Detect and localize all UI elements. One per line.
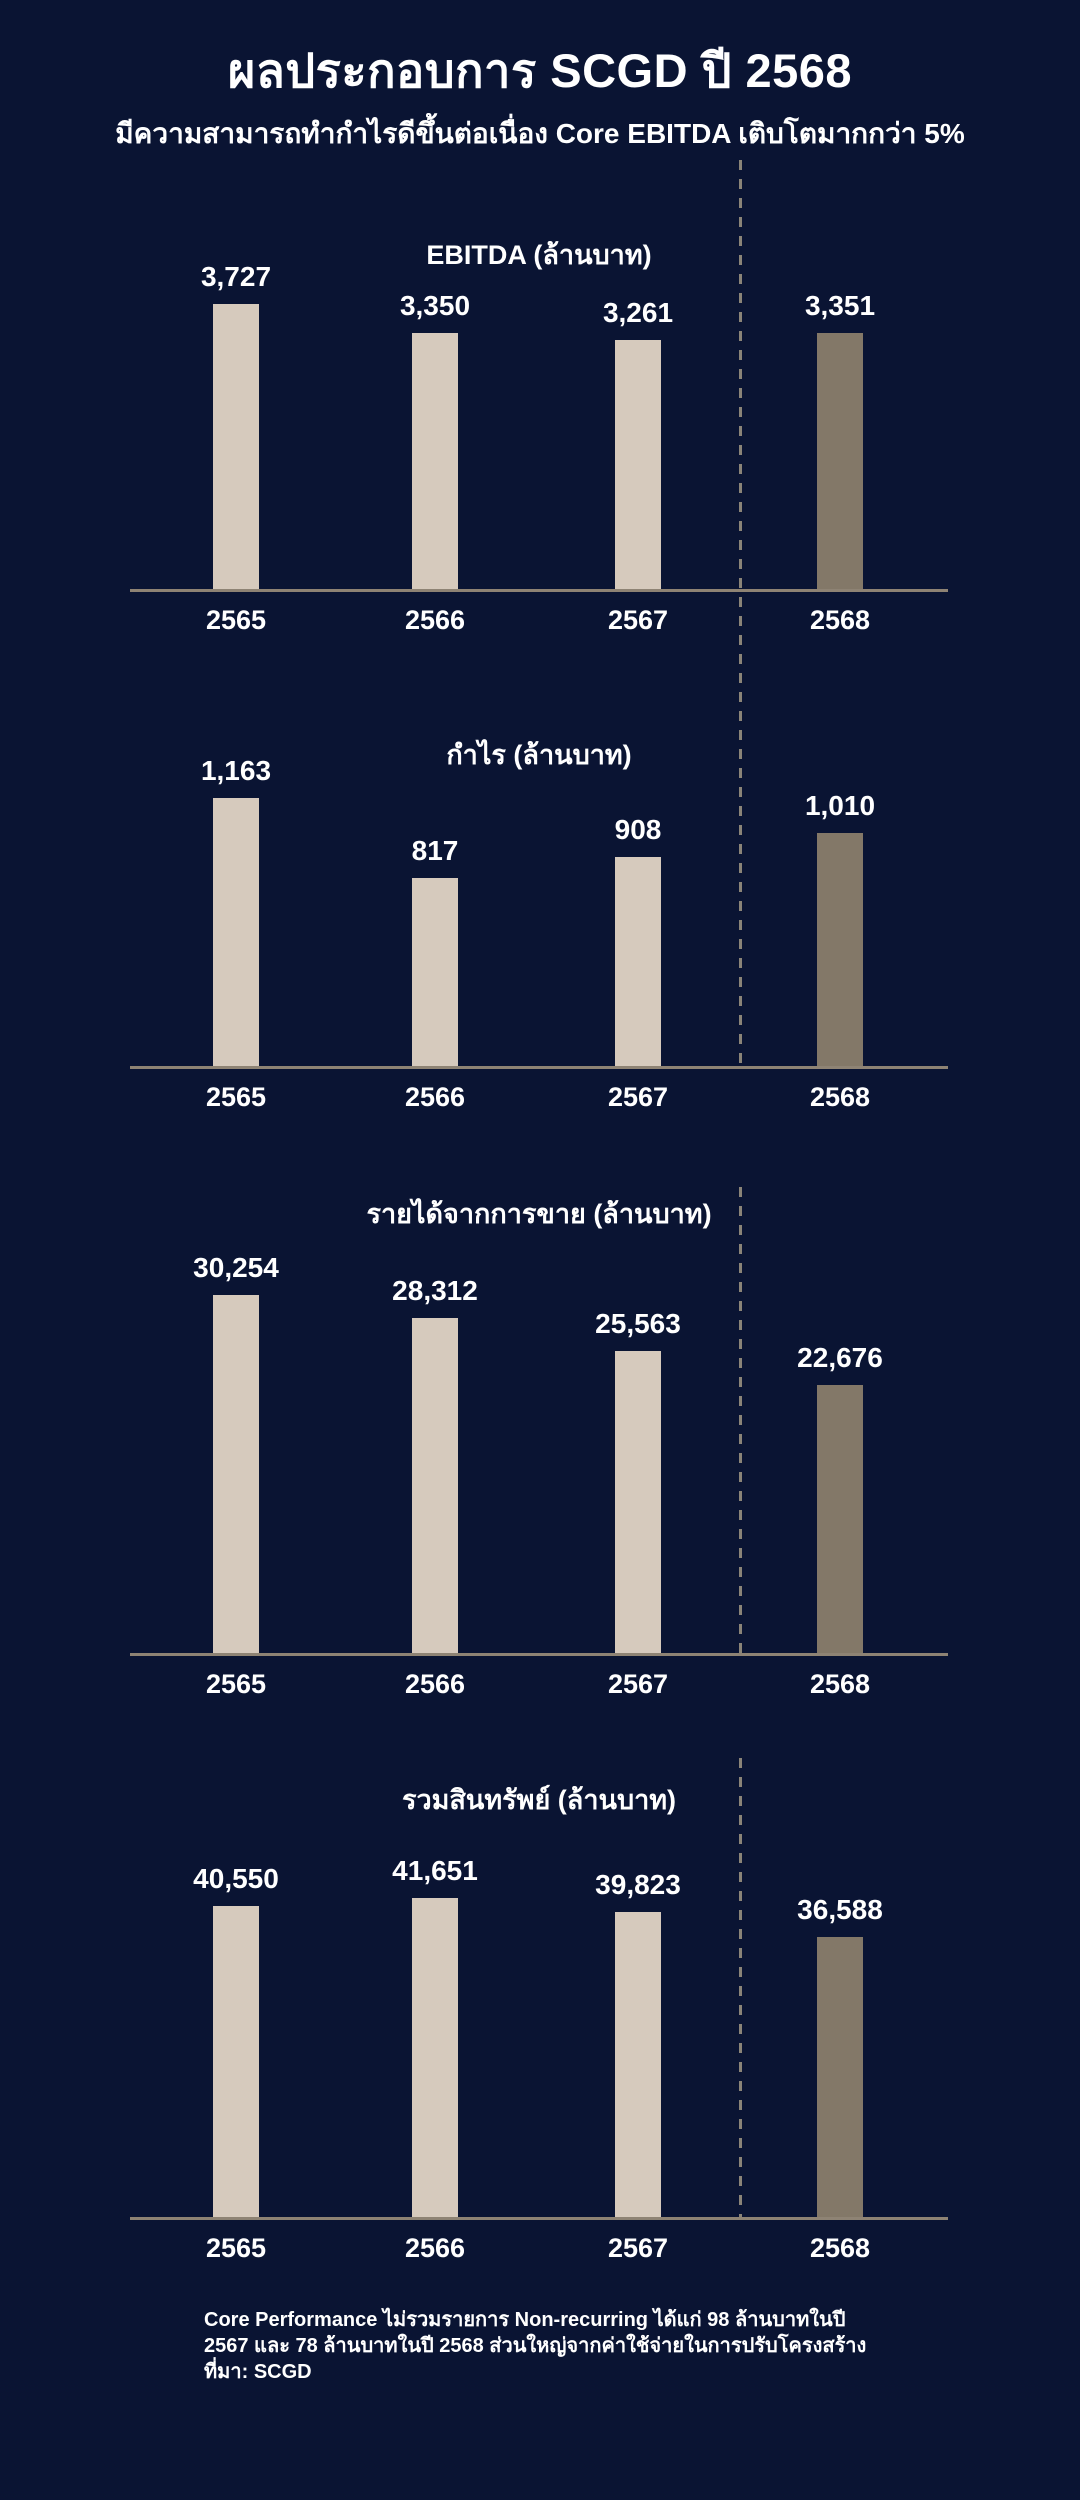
axis-line [130,1066,948,1069]
year-axis-label: 2568 [809,605,871,635]
bar [412,1898,458,2217]
axis-line [130,2217,948,2220]
bar-value-label: 36,588 [797,1894,883,1925]
year-axis-label: 2566 [404,1082,466,1112]
year-axis-label: 2567 [607,1082,669,1112]
bar [615,340,661,589]
year-axis-label: 2568 [809,1669,871,1699]
footnote-line-1: Core Performance ไม่รวมรายการ Non-recurr… [204,2309,846,2331]
year-axis-label: 2567 [607,1669,669,1699]
bar [817,333,863,589]
year-axis-label: 2567 [607,2233,669,2263]
dashed-separator [739,1187,742,1655]
bar [817,1385,863,1653]
year-axis-label: 2567 [607,605,669,635]
bar-value-label: 39,823 [595,1869,681,1900]
chart-title: รายได้จากการขาย (ล้านบาท) [366,1199,712,1229]
chart-title: EBITDA (ล้านบาท) [426,240,652,270]
bar [615,1351,661,1653]
year-axis-label: 2565 [205,1669,267,1699]
year-axis-label: 2565 [205,1082,267,1112]
page-title: ผลประกอบการ SCGD ปี 2568 [227,44,853,97]
axis-line [130,1653,948,1656]
bar-value-label: 1,010 [804,790,876,821]
bar-value-label: 3,727 [200,261,272,292]
bar [615,1912,661,2217]
chart-title: กำไร (ล้านบาท) [446,740,632,770]
bar [615,857,661,1066]
bar [412,878,458,1066]
footnote-line-2: 2567 และ 78 ล้านบาทในปี 2568 ส่วนใหญ่จาก… [204,2335,867,2357]
footnote: Core Performance ไม่รวมรายการ Non-recurr… [204,2307,867,2385]
bar-value-label: 908 [614,814,662,845]
bar-value-label: 1,163 [200,755,272,786]
bar-value-label: 22,676 [797,1342,883,1373]
bar-value-label: 25,563 [595,1308,681,1339]
bar-value-label: 40,550 [193,1863,279,1894]
bar [213,1906,259,2217]
bar [213,304,259,589]
bar-value-label: 3,261 [602,297,674,328]
bar [213,798,259,1066]
bar-value-label: 817 [411,835,459,866]
bar-value-label: 3,350 [399,290,471,321]
year-axis-label: 2566 [404,605,466,635]
year-axis-label: 2568 [809,1082,871,1112]
page-subtitle: มีความสามารถทำกำไรดีขึ้นต่อเนื่อง Core E… [115,118,965,149]
bar-value-label: 30,254 [193,1252,279,1283]
chart-title: รวมสินทรัพย์ (ล้านบาท) [401,1785,677,1815]
footnote-line-3: ที่มา: SCGD [204,2361,312,2383]
bar-value-label: 28,312 [392,1275,478,1306]
year-axis-label: 2565 [205,605,267,635]
bar [412,333,458,589]
bar-value-label: 41,651 [392,1855,478,1886]
bar [817,833,863,1066]
year-axis-label: 2566 [404,2233,466,2263]
dashed-separator [739,1758,742,2217]
year-axis-label: 2565 [205,2233,267,2263]
dashed-separator [739,160,742,1066]
year-axis-label: 2568 [809,2233,871,2263]
bar [817,1937,863,2217]
axis-line [130,589,948,592]
year-axis-label: 2566 [404,1669,466,1699]
bar [213,1295,259,1653]
bar [412,1318,458,1653]
bar-value-label: 3,351 [804,290,876,321]
